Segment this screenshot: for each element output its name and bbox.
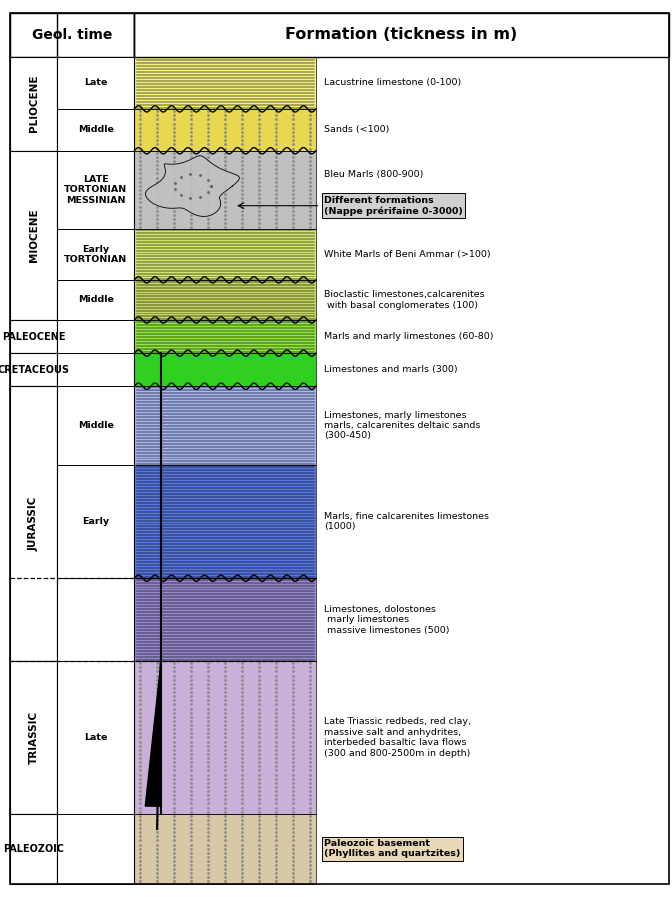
Bar (134, 465, 316, 579)
Bar (10, 151, 57, 320)
Bar (57, 320, 134, 353)
Text: Limestones and marls (300): Limestones and marls (300) (324, 365, 458, 374)
Bar (10, 353, 57, 387)
Bar (134, 109, 316, 151)
Text: Early: Early (82, 517, 110, 526)
Text: Late: Late (84, 733, 108, 742)
Bar (134, 814, 316, 884)
Text: White Marls of Beni Ammar (>100): White Marls of Beni Ammar (>100) (324, 250, 491, 259)
Bar (57, 387, 134, 465)
Bar (134, 814, 316, 884)
Bar (134, 353, 316, 387)
Bar (57, 280, 134, 320)
Bar (57, 465, 134, 579)
Bar (10, 57, 57, 151)
Text: TRIASSIC: TRIASSIC (29, 710, 38, 764)
Bar (10, 387, 57, 661)
Bar (134, 661, 316, 814)
Bar (57, 661, 134, 814)
Text: Middle: Middle (78, 126, 114, 135)
Text: Geol. time: Geol. time (32, 28, 112, 42)
Text: Marls and marly limestones (60-80): Marls and marly limestones (60-80) (324, 332, 493, 341)
Bar (10, 13, 134, 57)
Text: Paleozoic basement
(Phyllites and quartzites): Paleozoic basement (Phyllites and quartz… (324, 839, 460, 858)
Bar (57, 814, 134, 884)
Text: Marls, fine calcarenites limestones
(1000): Marls, fine calcarenites limestones (100… (324, 512, 489, 531)
Text: Bioclastic limestones,calcarenites
 with basal conglomerates (100): Bioclastic limestones,calcarenites with … (324, 291, 485, 309)
Bar (134, 230, 316, 280)
Bar (10, 320, 57, 353)
Text: Late: Late (84, 78, 108, 87)
Bar (134, 13, 669, 57)
Text: CRETACEOUS: CRETACEOUS (0, 365, 70, 375)
Bar (134, 387, 316, 465)
Text: Bleu Marls (800-900): Bleu Marls (800-900) (324, 170, 423, 179)
Bar (134, 151, 316, 230)
Text: PALEOZOIC: PALEOZOIC (3, 844, 64, 854)
Text: JURASSIC: JURASSIC (29, 497, 38, 551)
Polygon shape (145, 664, 161, 806)
Bar (10, 661, 57, 814)
Bar (57, 353, 134, 387)
Bar (134, 579, 316, 661)
Bar (134, 320, 316, 353)
Text: LATE
TORTONIAN
MESSINIAN: LATE TORTONIAN MESSINIAN (64, 175, 128, 205)
Bar (134, 151, 316, 230)
Text: Formation (tickness in m): Formation (tickness in m) (286, 28, 517, 42)
Text: Limestones, marly limestones
marls, calcarenites deltaic sands
(300-450): Limestones, marly limestones marls, calc… (324, 411, 480, 440)
Text: Middle: Middle (78, 295, 114, 304)
Text: MIOCENE: MIOCENE (29, 208, 38, 262)
Bar (134, 387, 316, 465)
Text: Sands (<100): Sands (<100) (324, 126, 389, 135)
Text: Different formations
(Nappe prérifaine 0-3000): Different formations (Nappe prérifaine 0… (324, 196, 463, 215)
Bar (134, 57, 316, 109)
Text: Limestones, dolostones
 marly limestones
 massive limestones (500): Limestones, dolostones marly limestones … (324, 605, 450, 634)
Bar (134, 280, 316, 320)
Bar (57, 109, 134, 151)
Bar (134, 465, 316, 579)
Bar (134, 579, 316, 661)
Text: PLIOCENE: PLIOCENE (29, 74, 38, 133)
Polygon shape (145, 156, 239, 216)
Bar (134, 353, 316, 387)
Text: Early
TORTONIAN: Early TORTONIAN (64, 245, 128, 265)
Bar (134, 230, 316, 280)
Bar (134, 661, 316, 814)
Bar (10, 814, 57, 884)
Text: Late Triassic redbeds, red clay,
massive salt and anhydrites,
interbeded basalti: Late Triassic redbeds, red clay, massive… (324, 718, 471, 758)
Bar (134, 57, 316, 109)
Bar (134, 109, 316, 151)
Bar (57, 230, 134, 280)
Bar (57, 57, 134, 109)
Text: PALEOCENE: PALEOCENE (2, 332, 65, 342)
Bar (57, 579, 134, 661)
Bar (134, 320, 316, 353)
Text: Middle: Middle (78, 421, 114, 430)
Bar (134, 280, 316, 320)
Text: Lacustrine limestone (0-100): Lacustrine limestone (0-100) (324, 78, 461, 87)
Bar (57, 151, 134, 230)
